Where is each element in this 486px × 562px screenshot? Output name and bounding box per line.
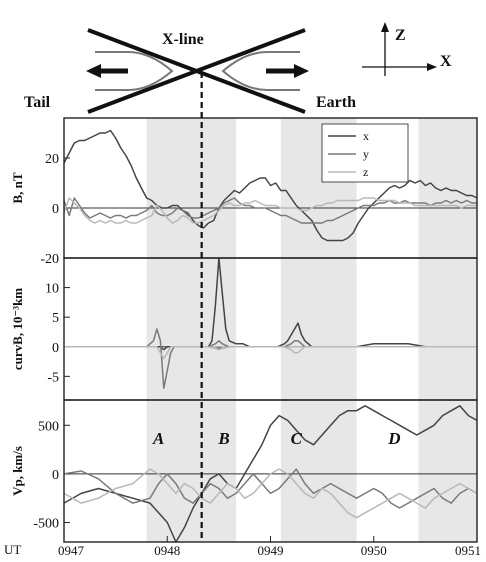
series-Vp-z-2 (63, 468, 478, 519)
region-labels: A B C D (152, 429, 401, 448)
ytick-label-B-1: 0 (52, 202, 59, 217)
panel-Vp: 500 0 -500 Vp, km/s (10, 399, 478, 543)
ytick-label-B-0: 20 (45, 152, 59, 167)
xtick-label-3: 0950 (361, 543, 387, 558)
ytick-label-Vp-2: -500 (33, 517, 59, 532)
z-arrow-icon (381, 22, 389, 32)
series-B-x-0 (63, 129, 478, 242)
x-axis-ticks: 0947 0948 0949 0950 0951 (58, 536, 481, 558)
z-axis-label: Z (395, 27, 406, 44)
region-label-C: C (291, 429, 303, 448)
series-curvB-z-5 (208, 346, 477, 354)
legend-label-y: y (363, 147, 369, 161)
x-axis-label: UT (4, 542, 21, 557)
series-curvB-y-1 (64, 328, 477, 389)
xtick-label-4: 0951 (455, 543, 481, 558)
xtick-label-1: 0948 (154, 543, 180, 558)
shaded-intervals (146, 118, 477, 542)
earth-flux-tube (221, 51, 300, 91)
xline-schematic: X-line Tail Earth Z X (24, 22, 452, 114)
tail-arrow-icon (86, 64, 101, 78)
series-B-z-2 (63, 197, 477, 224)
earth-label: Earth (316, 94, 356, 111)
legend-label-z: z (363, 165, 368, 179)
ytick-label-curvB-3: -5 (47, 370, 59, 385)
panel-frame-B (63, 117, 478, 259)
ytick-label-curvB-0: 10 (45, 282, 59, 297)
earth-arrow-icon (294, 64, 309, 78)
region-label-D: D (387, 429, 400, 448)
panel-frame-curvB (63, 257, 478, 401)
ytick-label-B-2: -20 (40, 252, 59, 267)
field-line-2 (87, 28, 306, 114)
region-label-B: B (217, 429, 229, 448)
panels: 20 0 -20 B, nT 10 5 0 -5 curvB, 10⁻³km 500 0 -500 Vp… (10, 117, 478, 543)
panel-curvB: 10 5 0 -5 curvB, 10⁻³km (10, 257, 478, 401)
ytick-label-Vp-1: 0 (52, 468, 59, 483)
panel-frame-Vp (63, 399, 478, 543)
xtick-label-0: 0947 (58, 543, 85, 558)
tail-flux-tube (95, 51, 174, 91)
series-Vp-x-0 (63, 405, 478, 543)
series-B-y-1 (63, 197, 477, 224)
ytick-label-curvB-1: 5 (52, 311, 59, 326)
shaded-interval-2 (418, 118, 477, 542)
series-curvB-z-2 (64, 346, 477, 360)
ytick-label-curvB-2: 0 (52, 341, 59, 356)
x-arrow-icon (427, 63, 437, 71)
legend: x y z (321, 123, 409, 183)
series-Vp-y-1 (63, 468, 478, 509)
panel-B: 20 0 -20 B, nT (10, 117, 478, 267)
shaded-interval-0 (146, 118, 237, 542)
xtick-label-2: 0949 (258, 543, 284, 558)
ytick-label-Vp-0: 500 (38, 419, 59, 434)
tail-label: Tail (24, 94, 51, 111)
region-label-A: A (152, 429, 164, 448)
x-axis-label: X (440, 53, 452, 70)
ylabel-Vp: Vp, km/s (10, 446, 25, 496)
xline-label: X-line (162, 31, 204, 48)
ylabel-curvB: curvB, 10⁻³km (10, 288, 25, 370)
legend-label-x: x (363, 129, 369, 143)
series-curvB-x-3 (207, 257, 477, 348)
ylabel-B: B, nT (10, 172, 25, 203)
